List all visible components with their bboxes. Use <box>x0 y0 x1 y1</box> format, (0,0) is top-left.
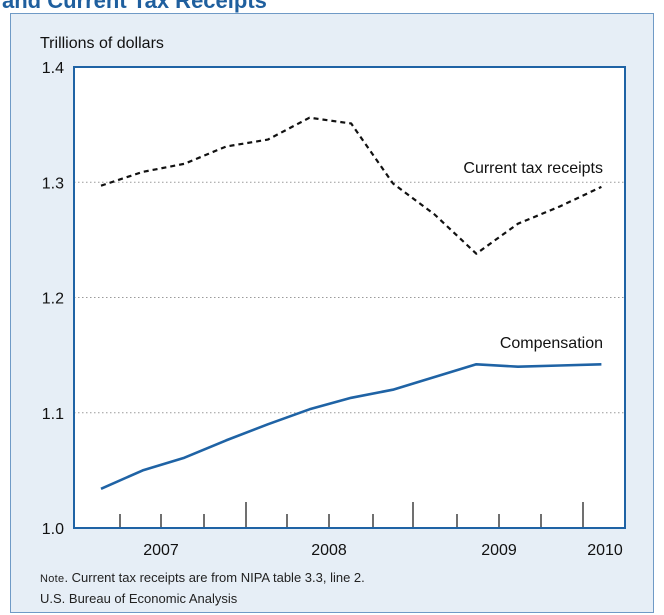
y-tick-label: 1.2 <box>42 291 64 308</box>
series-line-current-tax-receipts <box>100 116 602 255</box>
chart-source: U.S. Bureau of Economic Analysis <box>40 591 238 606</box>
x-tick-label: 2010 <box>587 542 623 559</box>
x-tick-label: 2007 <box>143 542 179 559</box>
x-tick-label: 2009 <box>481 542 517 559</box>
note-text: . Current tax receipts are from NIPA tab… <box>64 570 365 585</box>
chart-title-text: and Current Tax Receipts <box>2 0 267 13</box>
series-label: Current tax receipts <box>463 160 603 177</box>
plot-area <box>74 67 625 528</box>
chart-note: Note. Current tax receipts are from NIPA… <box>40 570 365 585</box>
plot-border <box>73 66 626 529</box>
x-tick-label: 2008 <box>311 542 347 559</box>
series-line-compensation <box>100 362 602 490</box>
y-tick-label: 1.1 <box>42 406 64 423</box>
note-lead: Note <box>40 573 65 585</box>
chart-title-fragment: and Current Tax Receipts <box>0 0 664 13</box>
series-label: Compensation <box>500 335 603 352</box>
y-tick-label: 1.4 <box>42 60 64 77</box>
y-tick-label: 1.0 <box>42 521 64 538</box>
y-tick-label: 1.3 <box>42 175 64 192</box>
y-axis-label: Trillions of dollars <box>40 35 164 52</box>
